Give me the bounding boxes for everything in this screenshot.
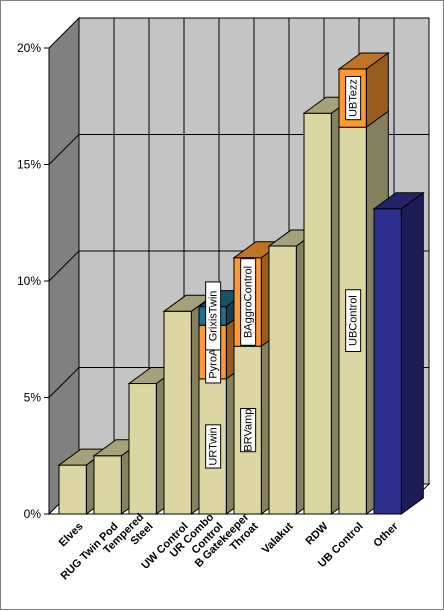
- segment-label-box: [345, 75, 362, 121]
- segment-label-box: [345, 289, 362, 353]
- gridline-side: [48, 250, 80, 282]
- bar-segment: [58, 464, 87, 515]
- segment-label-box: [205, 424, 222, 469]
- gridline-side: [48, 367, 80, 398]
- bar-segment: [128, 383, 157, 515]
- x-tick-label: RDW: [304, 520, 331, 547]
- y-tick-label: 20%: [17, 41, 41, 55]
- x-tick-label-line: Other: [371, 520, 401, 550]
- segment-label-text: URTwin: [208, 427, 220, 465]
- segment-label: UBControl: [345, 289, 362, 353]
- y-tick-label: 15%: [17, 158, 41, 172]
- bar-top-face: [337, 52, 390, 70]
- segment-label: GrixisTwin: [205, 281, 222, 351]
- bar-segment: [93, 455, 122, 515]
- segment-label-text: GrixisTwin: [208, 291, 220, 342]
- segment-label: BRVamp: [240, 408, 257, 453]
- x-tick-label-line: Elves: [57, 520, 86, 549]
- segment-label: UBTezz: [345, 75, 362, 121]
- segment-label-text: UBTezz: [348, 79, 360, 117]
- segment-label: URTwin: [205, 424, 222, 469]
- x-tick-label-line: RDW: [304, 520, 331, 547]
- bar-segment: [163, 310, 192, 515]
- segment-label-text: BRVamp: [243, 409, 255, 452]
- gridline-side: [48, 134, 80, 165]
- x-tick-label: Other: [371, 520, 401, 550]
- y-tick-label: 5%: [24, 391, 42, 405]
- segment-label-text: UBControl: [348, 295, 360, 346]
- x-tick-label: Elves: [57, 520, 86, 549]
- x-tick-label: Valakut: [260, 520, 296, 556]
- bar-top-face: [372, 192, 425, 210]
- bar-segment: [373, 208, 402, 515]
- bar-segment-side: [400, 191, 424, 515]
- x-tick-label-line: Valakut: [260, 520, 296, 556]
- segment-label-box: [240, 408, 257, 453]
- bar-segment: [303, 112, 332, 515]
- y-tick-label: 10%: [17, 274, 41, 288]
- segment-label-box: [205, 281, 222, 351]
- segment-label: BAggroControl: [240, 258, 257, 346]
- bar-segment: [268, 245, 297, 515]
- segment-label-box: [240, 258, 257, 346]
- segment-label-text: BAggroControl: [243, 266, 255, 338]
- y-tick-label: 0%: [24, 507, 42, 521]
